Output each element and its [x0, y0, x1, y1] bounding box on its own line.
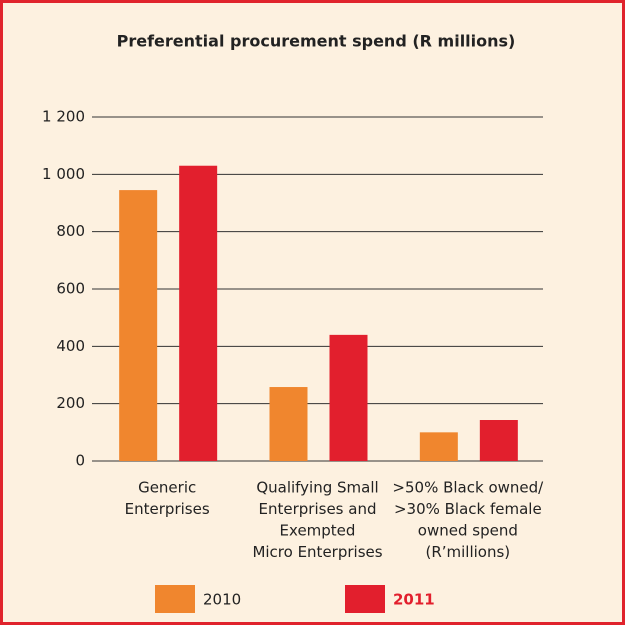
y-tick-label: 1 200 [42, 108, 85, 126]
bar [419, 432, 458, 461]
x-tick-label: Micro Enterprises [252, 543, 382, 561]
x-tick-label: Enterprises [125, 500, 210, 518]
x-tick-label: Enterprises and [259, 500, 377, 518]
legend-label: 2010 [203, 591, 241, 609]
y-tick-label: 800 [56, 222, 85, 240]
bar [269, 387, 308, 461]
y-tick-label: 600 [56, 280, 85, 298]
legend-label: 2011 [393, 591, 435, 609]
y-tick-label: 200 [56, 394, 85, 412]
x-tick-label: Exempted [280, 522, 356, 540]
legend-swatch [155, 585, 195, 613]
x-tick-label: owned spend [418, 522, 518, 540]
bar [479, 420, 518, 461]
x-tick-label: Qualifying Small [256, 479, 378, 497]
x-tick-label: Generic [138, 479, 196, 497]
x-tick-label: >30% Black female [394, 500, 542, 518]
x-tick-label: (R’millions) [425, 543, 510, 561]
x-tick-label: >50% Black owned/ [392, 479, 544, 497]
y-tick-label: 0 [75, 452, 85, 470]
chart-title: Preferential procurement spend (R millio… [117, 32, 516, 51]
bar [329, 334, 368, 461]
bar [119, 190, 158, 461]
bar [179, 165, 218, 461]
y-tick-label: 1 000 [42, 165, 85, 183]
legend-swatch [345, 585, 385, 613]
y-tick-label: 400 [56, 337, 85, 355]
